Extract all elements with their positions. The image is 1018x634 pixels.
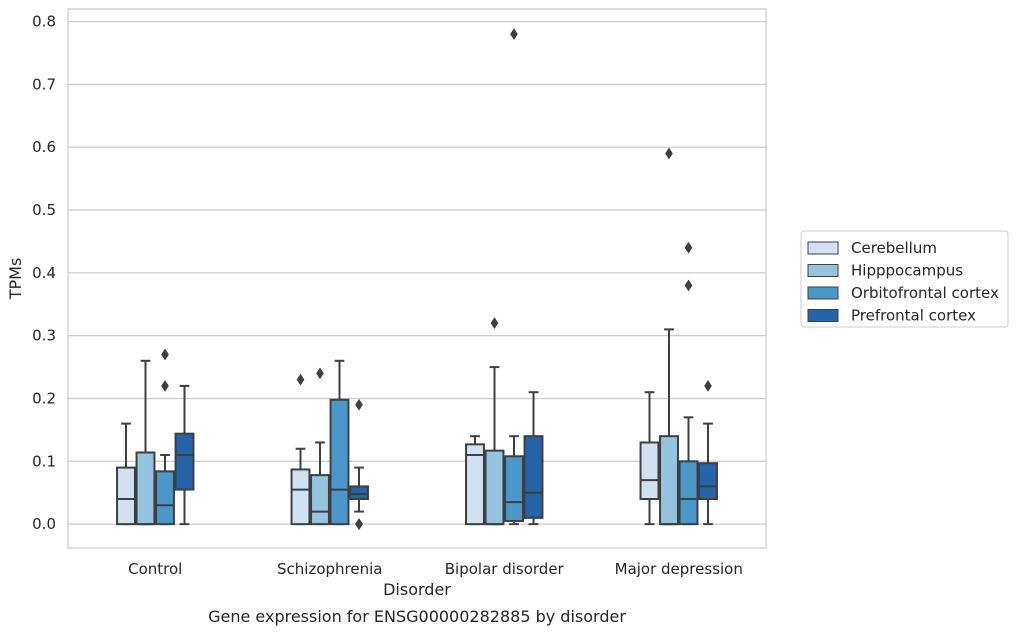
plot-frame: [67, 8, 767, 549]
box-hipppocampus: [659, 147, 679, 526]
y-tick-labels: 0.0 0.1 0.2 0.3 0.4 0.5 0.6 0.7 0.8: [32, 13, 56, 534]
y-tick-label: 0.5: [32, 201, 56, 219]
box-cerebellum: [116, 422, 136, 526]
box-iqr: [523, 435, 544, 519]
box-orbitofrontal-cortex: [329, 359, 350, 526]
y-tick-label: 0.0: [32, 515, 56, 533]
outlier-point: [161, 379, 169, 392]
box-hipppocampus: [310, 367, 330, 526]
y-tick-label: 0.7: [32, 75, 56, 93]
box-iqr: [465, 443, 485, 526]
box-orbitofrontal-cortex: [504, 28, 524, 526]
box-iqr: [135, 451, 156, 526]
chart-title: Gene expression for ENSG00000282885 by d…: [208, 607, 626, 626]
legend-label: Orbitofrontal cortex: [851, 284, 999, 302]
y-tick-label: 0.2: [32, 389, 56, 407]
outlier-point: [355, 398, 363, 411]
outlier-point: [704, 379, 712, 392]
box-prefrontal-cortex: [174, 384, 195, 526]
box-cerebellum: [290, 373, 311, 526]
outlier-point: [490, 317, 499, 330]
outlier-point: [665, 147, 673, 160]
x-tick-label: Major depression: [615, 560, 743, 578]
x-tick-label: Schizophrenia: [277, 560, 382, 578]
y-tick-label: 0.3: [32, 327, 56, 345]
y-tick-label: 0.6: [32, 138, 56, 156]
legend-frame: [800, 230, 1009, 328]
box-iqr: [659, 435, 679, 526]
box-iqr: [678, 460, 699, 526]
box-cerebellum: [639, 391, 660, 526]
outlier-point: [684, 279, 693, 292]
box-hipppocampus: [135, 359, 156, 526]
box-cerebellum: [465, 435, 485, 526]
box-orbitofrontal-cortex: [155, 348, 175, 526]
box-iqr: [116, 466, 136, 526]
outlier-point: [316, 367, 324, 380]
y-axis-title: TPMs: [6, 258, 25, 301]
box-prefrontal-cortex: [698, 379, 718, 526]
box-iqr: [698, 462, 718, 501]
box-prefrontal-cortex: [523, 391, 544, 526]
legend-swatch: [807, 241, 839, 255]
box-iqr: [155, 470, 175, 526]
box-hipppocampus: [484, 317, 505, 526]
box-iqr: [174, 432, 195, 491]
legend-label: Cerebellum: [851, 239, 937, 257]
legend: Cerebellum Hipppocampus Orbitofrontal cort…: [800, 230, 1009, 328]
outlier-point: [296, 373, 305, 386]
box-iqr: [329, 398, 350, 526]
legend-swatch: [807, 309, 839, 322]
box-iqr: [290, 468, 311, 526]
legend-swatch: [807, 286, 839, 300]
box-iqr: [310, 474, 330, 526]
box-orbitofrontal-cortex: [678, 241, 699, 526]
outlier-point: [161, 348, 169, 361]
legend-label: Prefrontal cortex: [851, 307, 976, 325]
box-prefrontal-cortex: [349, 398, 369, 531]
x-axis-title: Disorder: [383, 580, 451, 599]
box-iqr: [484, 449, 505, 526]
x-tick-label: Control: [128, 560, 182, 578]
box-iqr: [349, 485, 369, 500]
y-tick-label: 0.8: [32, 13, 56, 31]
y-tick-label: 0.4: [32, 264, 56, 282]
outlier-point: [355, 518, 363, 531]
x-tick-labels: Control Schizophrenia Bipolar disorder Majo…: [128, 560, 743, 578]
legend-swatch: [807, 264, 839, 277]
x-tick-label: Bipolar disorder: [445, 560, 565, 578]
outlier-point: [684, 241, 693, 254]
legend-label: Hipppocampus: [851, 262, 963, 280]
boxes: [116, 28, 718, 531]
box-iqr: [504, 455, 524, 522]
box-iqr: [639, 441, 660, 501]
outlier-point: [510, 28, 518, 41]
y-tick-label: 0.1: [32, 452, 56, 470]
